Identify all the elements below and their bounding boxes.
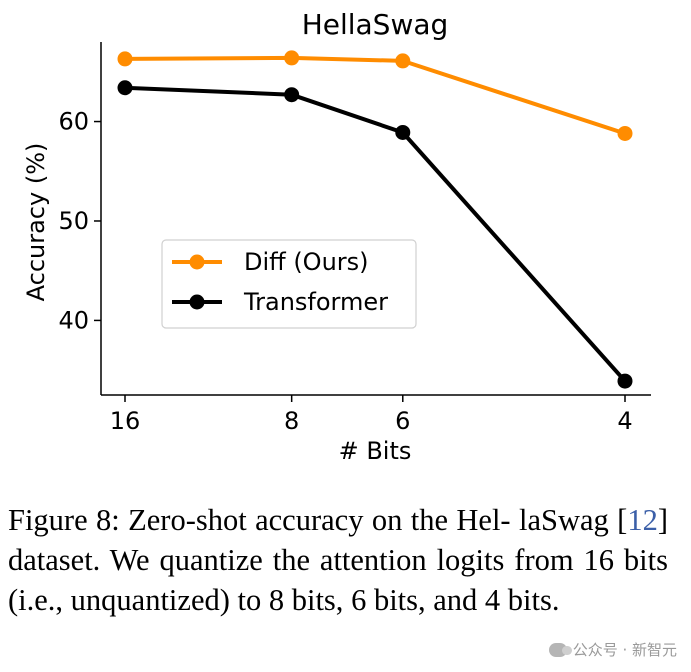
caption-line-3: logits from 16 bits (i.e., unquantized) … bbox=[8, 543, 669, 617]
caption-line-2-start: laSwag [ bbox=[519, 503, 628, 537]
data-point bbox=[395, 124, 411, 140]
chart-title: HellaSwag bbox=[302, 8, 449, 41]
data-point bbox=[117, 51, 133, 67]
legend-item: Transformer bbox=[172, 288, 388, 316]
legend-marker bbox=[189, 294, 205, 310]
y-axis-label: Accuracy (%) bbox=[22, 143, 50, 302]
x-axis-label: # Bits bbox=[339, 437, 412, 465]
wechat-icon bbox=[548, 642, 572, 657]
watermark: 公众号 · 新智元 bbox=[548, 639, 677, 660]
series-line bbox=[124, 55, 626, 136]
hellaswag-chart: HellaSwag 40 50 60 16 8 6 4 Diff (Ours) Transfo… bbox=[22, 8, 651, 465]
caption-line-1: Figure 8: Zero-shot accuracy on the Hel- bbox=[8, 503, 511, 537]
series-diff-ours bbox=[117, 50, 633, 141]
data-point bbox=[284, 87, 300, 103]
x-tick-label: 16 bbox=[110, 407, 141, 435]
series-transformer bbox=[117, 80, 633, 389]
legend-label: Transformer bbox=[243, 288, 388, 316]
caption-line-4: 6 bits, and 4 bits. bbox=[351, 583, 560, 617]
legend-marker bbox=[189, 254, 205, 270]
x-tick-label: 8 bbox=[284, 407, 299, 435]
x-tick-label: 4 bbox=[617, 407, 632, 435]
figure-caption: Figure 8: Zero-shot accuracy on the Hel-… bbox=[8, 500, 668, 620]
y-tick-label: 60 bbox=[58, 108, 89, 136]
data-point bbox=[395, 53, 411, 69]
caption-line-2-end: ] dataset. We quantize the attention bbox=[8, 503, 669, 577]
series-layer bbox=[117, 50, 633, 389]
series-line bbox=[124, 85, 627, 383]
legend-label: Diff (Ours) bbox=[244, 248, 369, 276]
legend: Diff (Ours) Transformer bbox=[161, 239, 417, 329]
axes: 40 50 60 16 8 6 4 bbox=[58, 42, 651, 435]
legend-item: Diff (Ours) bbox=[172, 248, 369, 276]
data-point bbox=[117, 80, 133, 96]
legend-box bbox=[161, 239, 417, 329]
data-point bbox=[617, 125, 633, 141]
citation-link[interactable]: 12 bbox=[627, 503, 658, 537]
x-tick-label: 6 bbox=[395, 407, 410, 435]
watermark-text: 公众号 · 新智元 bbox=[572, 641, 677, 659]
y-tick-label: 40 bbox=[58, 306, 89, 334]
data-point bbox=[284, 50, 300, 66]
y-tick-label: 50 bbox=[58, 207, 89, 235]
data-point bbox=[617, 373, 633, 389]
